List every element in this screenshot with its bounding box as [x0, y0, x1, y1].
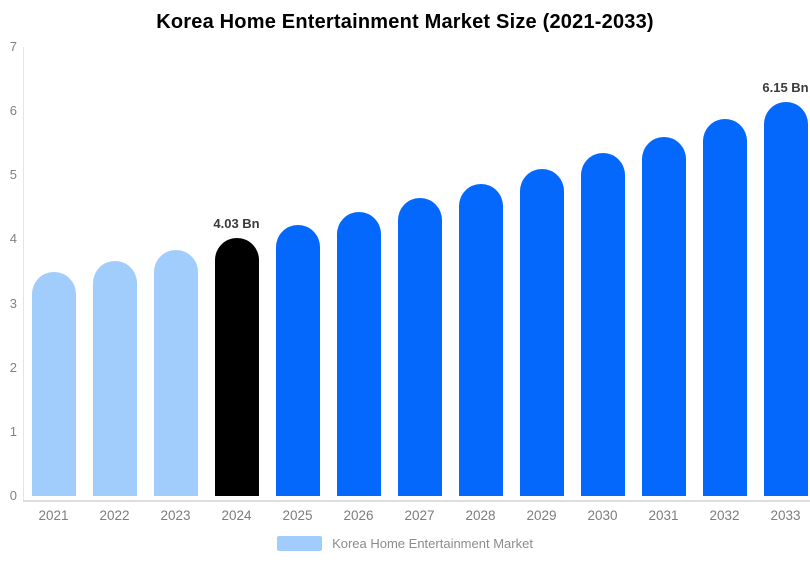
bar-2030 [580, 153, 625, 496]
y-tick-5: 5 [9, 167, 17, 183]
bar-2022 [92, 260, 137, 496]
bar-2027 [397, 198, 442, 496]
y-tick-1: 1 [9, 423, 17, 439]
bar-2024 [214, 237, 259, 496]
bar-2026 [336, 211, 381, 496]
bar-column-2025 [267, 47, 328, 496]
x-tick-2033: 2033 [770, 508, 801, 523]
bar-column-2033: 6.15 Bn [755, 47, 810, 496]
x-tick-2026: 2026 [343, 508, 374, 523]
bar-column-2023 [145, 47, 206, 496]
x-axis-baseline [23, 500, 810, 502]
x-tick-2023: 2023 [160, 508, 191, 523]
bar-2025 [275, 225, 320, 496]
bar-2032 [702, 119, 747, 496]
bar-2029 [519, 168, 564, 496]
y-axis-line [23, 47, 24, 500]
y-tick-4: 4 [9, 231, 17, 247]
bar-value-label-2033: 6.15 Bn [762, 79, 809, 95]
bar-2028 [458, 184, 503, 496]
x-tick-2031: 2031 [648, 508, 679, 523]
y-tick-6: 6 [9, 103, 17, 119]
bar-column-2032 [694, 47, 755, 496]
bar-value-label-2024: 4.03 Bn [213, 215, 260, 231]
legend-label: Korea Home Entertainment Market [332, 536, 533, 551]
bar-column-2028 [450, 47, 511, 496]
bar-2023 [153, 249, 198, 496]
bar-column-2031 [633, 47, 694, 496]
bar-column-2021 [23, 47, 84, 496]
legend-swatch-icon [277, 536, 323, 551]
bar-2021 [31, 271, 76, 496]
x-axis: 2021 2022 2023 2024 2025 2026 2027 2028 2029 2030… [23, 508, 810, 523]
x-tick-2027: 2027 [404, 508, 435, 523]
x-tick-2032: 2032 [709, 508, 740, 523]
bar-column-2026 [328, 47, 389, 496]
bar-column-2030 [572, 47, 633, 496]
x-tick-2029: 2029 [526, 508, 557, 523]
bar-column-2022 [84, 47, 145, 496]
x-tick-2025: 2025 [282, 508, 313, 523]
y-tick-2: 2 [9, 359, 17, 375]
x-tick-2028: 2028 [465, 508, 496, 523]
x-tick-2030: 2030 [587, 508, 618, 523]
y-tick-0: 0 [9, 488, 17, 503]
plot-area: 4.03 Bn 6.15 Bn [23, 47, 810, 496]
x-tick-2024: 2024 [221, 508, 252, 523]
legend: Korea Home Entertainment Market [0, 536, 810, 551]
y-tick-7: 7 [9, 39, 17, 54]
x-tick-2022: 2022 [99, 508, 130, 523]
bar-column-2029 [511, 47, 572, 496]
chart-title: Korea Home Entertainment Market Size (20… [156, 11, 654, 33]
x-tick-2021: 2021 [38, 508, 69, 523]
bar-column-2024: 4.03 Bn [206, 47, 267, 496]
bar-2031 [641, 136, 686, 496]
bar-column-2027 [389, 47, 450, 496]
bar-2033 [763, 101, 808, 496]
y-tick-3: 3 [9, 295, 17, 311]
